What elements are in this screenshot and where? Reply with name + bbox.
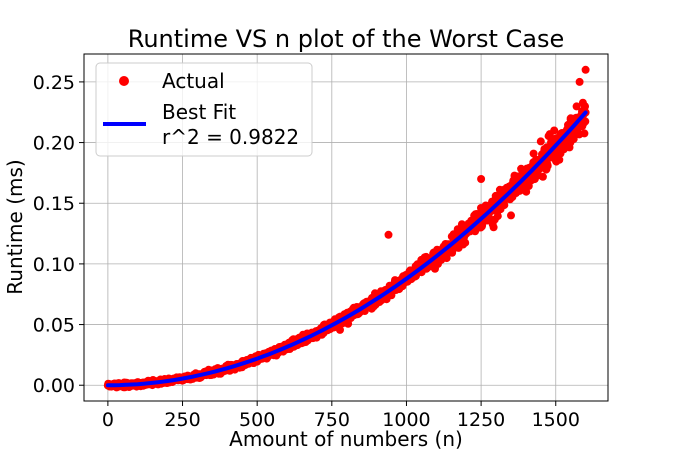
scatter-point [581, 117, 590, 126]
legend-marker-actual [119, 76, 129, 86]
y-tick-label: 0.10 [33, 254, 75, 276]
legend: Actual Best Fit r^2 = 0.9822 [95, 62, 313, 157]
scatter-point [461, 238, 470, 247]
legend-box [95, 62, 313, 157]
scatter-point [489, 223, 498, 232]
x-tick-label: 250 [164, 409, 200, 431]
scatter-point [543, 161, 552, 170]
scatter-point [536, 137, 545, 146]
scatter-point [442, 254, 451, 263]
y-axis-label: Runtime (ms) [3, 159, 27, 294]
legend-label-best-fit: Best Fit [162, 100, 236, 124]
x-axis-label: Amount of numbers (n) [229, 427, 463, 450]
series-best-fit-line [105, 110, 588, 388]
scatter-point [336, 325, 344, 334]
x-axis-ticks: 0 250 500 750 1000 1250 1500 [102, 401, 580, 431]
x-tick-label: 0 [102, 409, 114, 431]
legend-label-actual: Actual [162, 69, 225, 93]
legend-label-r-squared: r^2 = 0.9822 [162, 125, 299, 149]
x-tick-label: 1250 [457, 409, 505, 431]
scatter-point [566, 114, 575, 123]
x-tick-label: 750 [314, 409, 350, 431]
chart-title: Runtime VS n plot of the Worst Case [128, 25, 565, 53]
scatter-point [581, 102, 589, 111]
scatter-point [580, 129, 589, 138]
y-tick-label: 0.20 [33, 133, 75, 155]
x-tick-label: 1500 [532, 409, 580, 431]
scatter-point [555, 155, 564, 164]
y-tick-label: 0.25 [33, 72, 75, 94]
y-axis-ticks: 0.00 0.05 0.10 0.15 0.20 0.25 [33, 72, 84, 397]
scatter-point [493, 212, 502, 221]
scatter-point [384, 230, 393, 239]
scatter-point [550, 126, 559, 135]
scatter-point [538, 172, 547, 181]
x-tick-label: 500 [239, 409, 275, 431]
scatter-point [507, 211, 515, 220]
scatter-point [575, 77, 584, 86]
plot-frame [83, 53, 609, 402]
y-tick-label: 0.05 [33, 315, 75, 337]
scatter-point [572, 102, 581, 111]
scatter-point [477, 175, 486, 183]
scatter-point [581, 65, 590, 74]
y-tick-label: 0.00 [33, 375, 75, 397]
x-tick-label: 1000 [382, 409, 430, 431]
scatter-point [529, 149, 538, 158]
y-tick-label: 0.15 [33, 193, 75, 215]
